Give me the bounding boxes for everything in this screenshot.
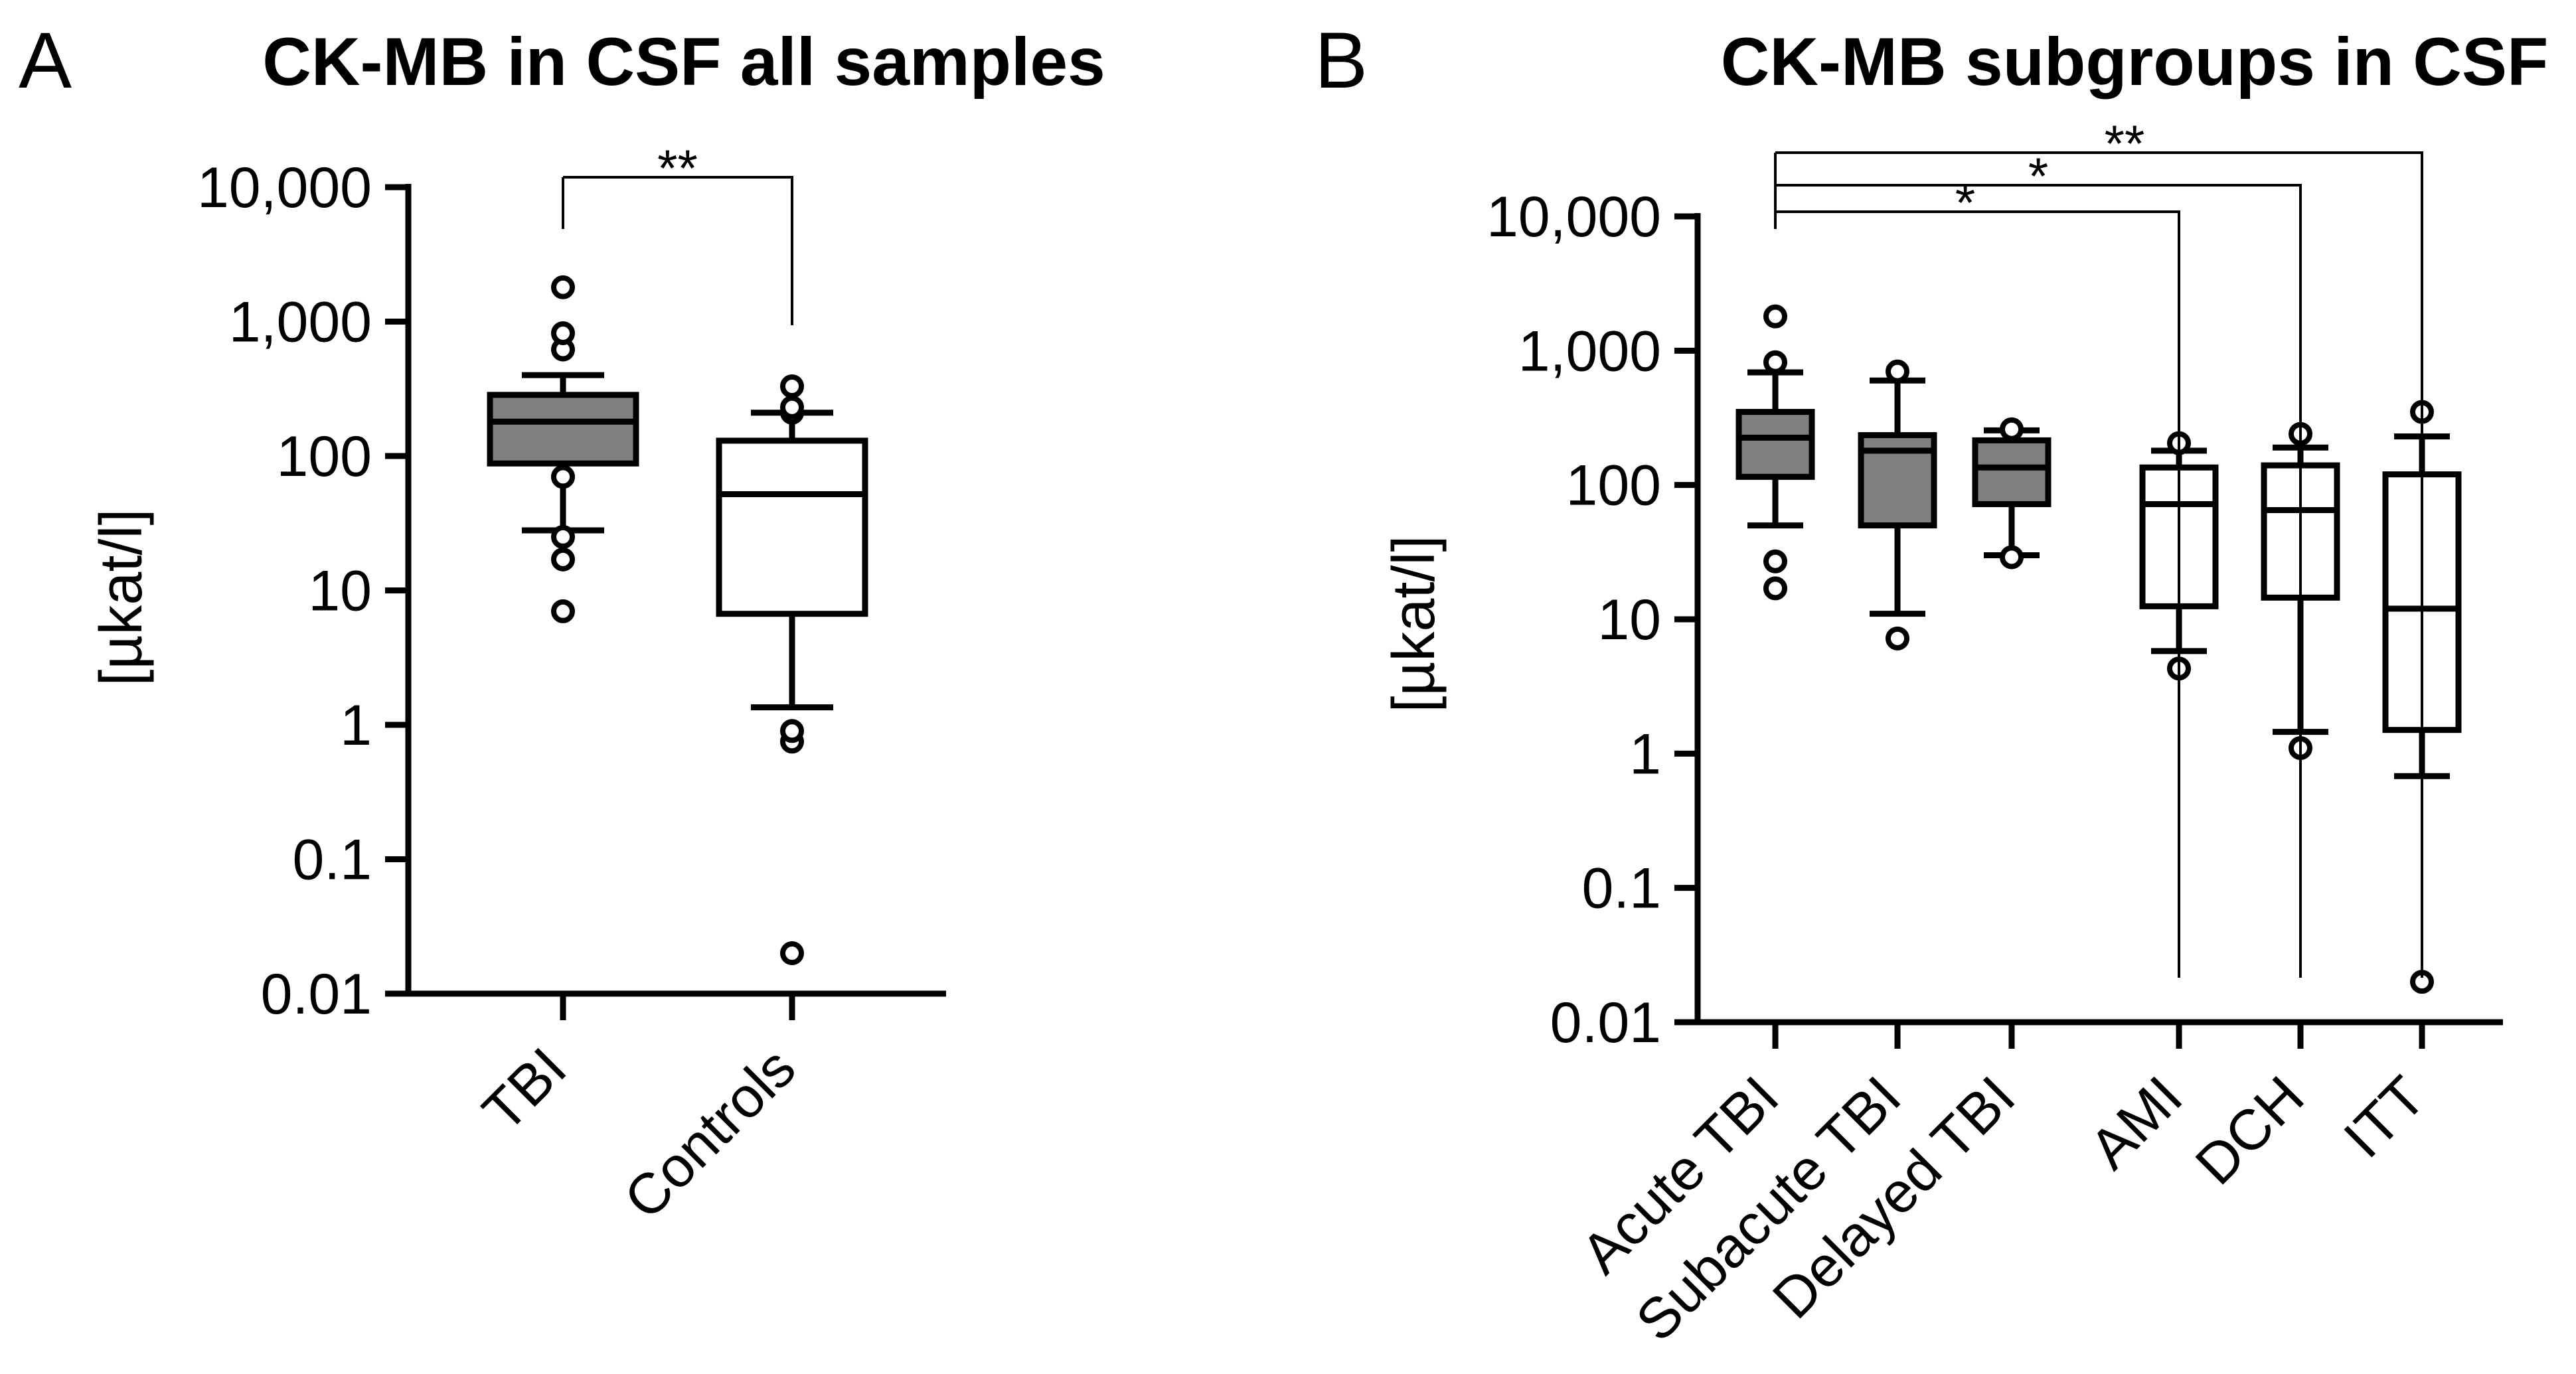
panel-b-significance-label: *: [1955, 173, 1975, 232]
panel-a-y-tick-label: 0.01: [261, 962, 372, 1026]
panel-a-y-tick-label: 0.1: [292, 828, 372, 892]
panel-b-outlier-point: [1763, 576, 1787, 601]
panel-b-outlier-point: [1886, 626, 1909, 650]
panel-b-outlier-point: [2000, 545, 2024, 570]
panel-b-box: [1735, 409, 1815, 480]
panel-a-outlier-point: [780, 374, 804, 399]
panel-b-y-tick-label: 1: [1629, 722, 1661, 786]
panel-b-y-tick-label: 0.1: [1581, 857, 1661, 921]
panel-b-title: CK-MB subgroups in CSF: [1721, 24, 2549, 100]
panel-b-outlier-point: [1763, 304, 1787, 329]
panel-b-significance-bracket: [1775, 184, 2302, 978]
panel-b-y-tick-label: 1,000: [1518, 319, 1661, 383]
panel-a-y-axis-label: [µkat/l]: [88, 509, 155, 686]
panel-b-significance-label: *: [2028, 147, 2048, 205]
panel-a-y-tick-label: 100: [277, 425, 372, 489]
panel-b-significance-bracket: [1775, 210, 2180, 978]
panel-b-y-tick-label: 10: [1597, 588, 1661, 652]
panel-a-significance-label: **: [657, 139, 698, 197]
panel-b-y-tick-label: 100: [1566, 454, 1662, 518]
panel-a-outlier-point: [780, 395, 804, 420]
panel-b-outlier-point: [1886, 359, 1909, 384]
panel-b-outlier-point: [2000, 417, 2024, 441]
panel-a-outlier-point: [551, 524, 575, 549]
panel-b: B CK-MB subgroups in CSF [µkat/l] 0.01 0.…: [1315, 16, 2548, 1353]
panel-b-x-tick-label: ITT: [2332, 1065, 2437, 1170]
panel-a-outlier-point: [551, 321, 575, 345]
panel-b-significance-label: **: [2105, 114, 2145, 173]
panel-a-box: [487, 392, 639, 467]
panel-b-outlier-point: [1763, 350, 1787, 374]
panel-b-box: [1972, 437, 2052, 508]
panel-b-y-axis-label: [µkat/l]: [1381, 536, 1447, 713]
panel-a-box: [716, 437, 868, 617]
panel-a-outlier-point: [551, 599, 575, 623]
panel-a-outlier-point: [551, 465, 575, 489]
panel-b-outlier-point: [1763, 549, 1787, 573]
panel-b-y-tick-label: 0.01: [1550, 991, 1661, 1055]
panel-a-significance-bracket: [563, 176, 793, 325]
panel-b-x-tick-label: DCH: [2184, 1065, 2316, 1197]
panel-b-significance-bracket: [1775, 151, 2423, 978]
panel-a-title: CK-MB in CSF all samples: [262, 24, 1105, 100]
panel-a-letter: A: [19, 16, 72, 105]
panel-a-x-tick-label: TBI: [471, 1036, 578, 1144]
panel-a-y-tick-label: 10,000: [197, 156, 372, 220]
panel-b-y-tick-label: 10,000: [1487, 185, 1661, 249]
panel-a-outlier-point: [780, 719, 804, 743]
panel-a-outlier-point: [780, 941, 804, 966]
panel-a-x-tick-label: Controls: [612, 1036, 807, 1231]
panel-a: A CK-MB in CSF all samples [µkat/l] 0.01…: [19, 16, 1105, 1231]
panel-a-y-tick-label: 10: [308, 560, 372, 623]
panel-a-y-tick-label: 1,000: [229, 291, 372, 354]
panel-b-x-tick-label: AMI: [2077, 1065, 2194, 1182]
panel-b-letter: B: [1315, 16, 1368, 105]
panel-a-y-tick-label: 1: [340, 694, 372, 757]
panel-a-outlier-point: [551, 547, 575, 572]
panel-a-outlier-point: [551, 275, 575, 299]
